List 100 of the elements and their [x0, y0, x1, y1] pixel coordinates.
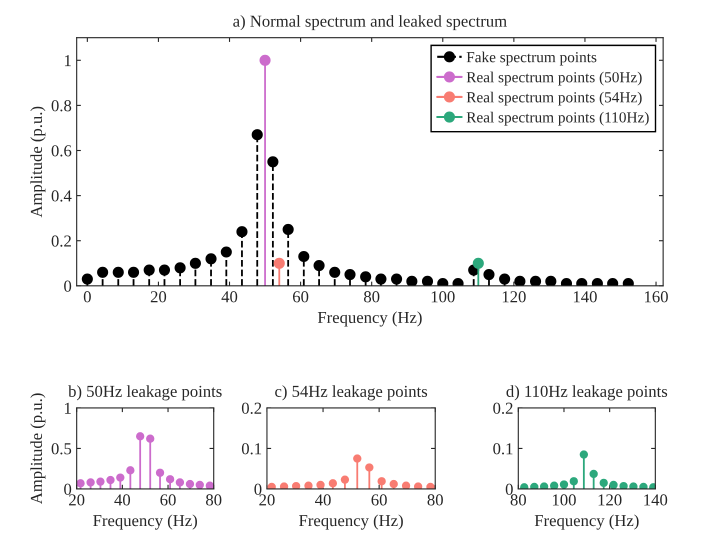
point [414, 482, 422, 489]
x-tick-label: 60 [292, 291, 308, 302]
point [252, 129, 263, 140]
legend-label: Fake spectrum points [466, 52, 596, 66]
x-tick-label: 40 [315, 494, 331, 506]
y-tick-label: 0.2 [242, 402, 262, 414]
x-tick-label: 80 [206, 494, 222, 506]
x-tick-label: 20 [259, 494, 275, 506]
point [483, 268, 495, 280]
point [540, 482, 548, 489]
point [560, 480, 568, 489]
x-tick-label: 140 [574, 291, 597, 302]
point [377, 477, 386, 486]
point [328, 479, 338, 488]
x-axis-title: Frequency (Hz) [534, 514, 639, 530]
point [136, 432, 144, 440]
point [391, 274, 402, 285]
point [292, 482, 300, 489]
y-tick-label: 0 [64, 484, 72, 495]
point [82, 274, 93, 285]
point [205, 253, 217, 264]
chart-title: b) 50Hz leakage points [68, 385, 222, 400]
x-tick-label: 20 [150, 291, 166, 302]
point [268, 482, 276, 489]
point [530, 482, 538, 489]
point [472, 258, 484, 269]
point [499, 274, 510, 285]
point [545, 276, 556, 286]
x-axis-title: Frequency (Hz) [318, 311, 422, 327]
y-tick-label: 0.4 [52, 190, 72, 202]
point [353, 454, 362, 463]
y-tick-label: 1 [64, 55, 71, 66]
y-tick-label: 0 [506, 484, 513, 495]
point [329, 266, 340, 278]
point [406, 276, 418, 286]
point [550, 482, 558, 489]
x-axis-title: Frequency (Hz) [299, 514, 403, 530]
point [236, 226, 248, 238]
legend-label: Real spectrum points (54Hz) [466, 92, 642, 106]
point [190, 258, 201, 269]
x-tick-label: 60 [160, 494, 176, 506]
point [422, 276, 434, 286]
point [344, 268, 356, 280]
point [530, 276, 542, 286]
x-tick-label: 140 [644, 494, 668, 506]
point [580, 450, 588, 459]
x-tick-label: 120 [502, 291, 526, 302]
x-tick-label: 100 [432, 291, 455, 302]
point [314, 260, 325, 272]
chart-title: d) 110Hz leakage points [506, 385, 668, 400]
point [260, 54, 271, 66]
point [156, 468, 164, 477]
point [570, 477, 578, 486]
point [112, 266, 124, 278]
point [274, 258, 285, 269]
x-tick-label: 60 [372, 494, 387, 506]
point [174, 262, 186, 274]
point [128, 266, 140, 278]
x-tick-label: 80 [510, 494, 526, 506]
point [186, 480, 194, 488]
point [106, 476, 115, 484]
point [316, 480, 325, 489]
point [298, 250, 310, 262]
x-tick-label: 80 [364, 291, 380, 302]
point [282, 224, 294, 235]
point [96, 477, 105, 486]
point [176, 478, 184, 487]
y-tick-label: 0 [64, 280, 72, 292]
point [196, 480, 204, 489]
x-tick-label: 80 [428, 494, 443, 506]
y-axis-title: Amplitude (p.u.) [30, 106, 46, 218]
x-tick-label: 0 [84, 291, 91, 302]
point [146, 434, 154, 443]
x-tick-label: 100 [552, 494, 576, 506]
point [375, 274, 386, 285]
point [166, 475, 174, 484]
point [220, 246, 232, 258]
point [144, 264, 155, 276]
y-tick-label: 0.1 [493, 443, 512, 454]
y-tick-label: 0.1 [242, 443, 262, 454]
point [619, 482, 628, 489]
y-axis-title: Amplitude (p.u.) [30, 393, 46, 504]
point [126, 466, 135, 474]
point [609, 480, 618, 489]
y-tick-label: 0.5 [52, 443, 72, 454]
x-tick-label: 40 [222, 291, 238, 302]
point [639, 482, 648, 489]
point [304, 482, 313, 489]
y-tick-label: 0.6 [52, 145, 72, 157]
legend-label: Real spectrum points (50Hz) [466, 72, 642, 86]
chart-title: a) Normal spectrum and leaked spectrum [233, 15, 507, 30]
point [206, 482, 214, 489]
point [402, 482, 410, 489]
x-axis-title: Frequency (Hz) [93, 514, 197, 530]
x-tick-label: 120 [598, 494, 622, 506]
point [340, 475, 350, 484]
point [365, 463, 374, 472]
point [600, 478, 608, 488]
point [86, 478, 95, 487]
y-tick-label: 0.2 [493, 402, 513, 414]
